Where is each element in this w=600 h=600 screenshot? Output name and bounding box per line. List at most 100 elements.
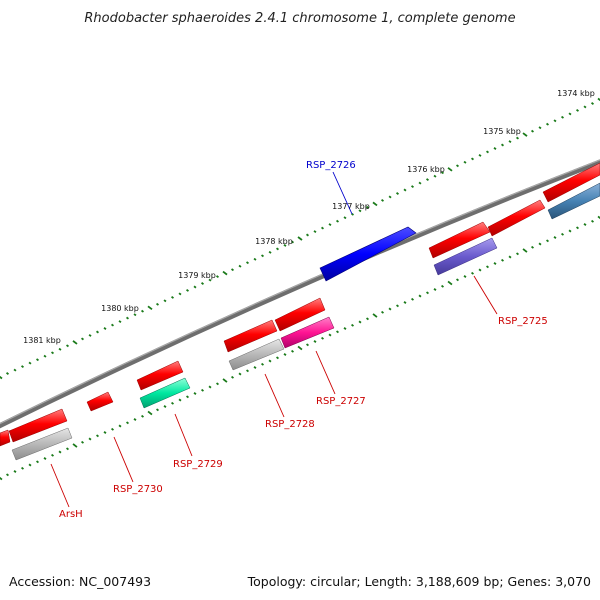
ruler-minor-tick [178, 292, 182, 296]
ruler-minor-tick [133, 418, 137, 421]
ruler-major-tick [372, 201, 378, 207]
ruler-minor-tick [561, 115, 564, 119]
ruler-minor-tick [411, 297, 414, 301]
ruler-minor-tick [96, 434, 99, 438]
gene-forward-strand[interactable] [428, 221, 491, 259]
ruler-minor-tick [531, 129, 534, 133]
gene-track-steelblue[interactable] [547, 182, 600, 220]
ruler-minor-tick [583, 105, 587, 109]
gene-forward-strand[interactable] [0, 429, 11, 447]
gene-forward-strand[interactable] [8, 408, 68, 443]
ruler-minor-tick [231, 375, 234, 379]
ruler-minor-tick [381, 198, 384, 202]
gene-rsp-2726[interactable] [319, 226, 417, 282]
ruler-minor-tick [561, 232, 564, 236]
ruler-minor-tick [171, 295, 174, 299]
ruler-major-tick [447, 280, 453, 286]
gene-forward-strand[interactable] [542, 162, 600, 203]
ruler-minor-tick [538, 242, 542, 246]
ruler-minor-tick [253, 366, 257, 369]
ruler-minor-tick [388, 195, 392, 199]
ruler-minor-tick [21, 365, 24, 369]
gene-forward-strand[interactable] [487, 199, 546, 237]
ruler-minor-tick [546, 122, 549, 126]
ruler-minor-tick [58, 347, 62, 351]
ruler-minor-tick [463, 160, 467, 164]
gene-rsp-2728[interactable] [228, 338, 285, 371]
ruler-minor-tick [568, 112, 572, 116]
ruler-major-tick [0, 475, 3, 481]
gene-arsh[interactable] [11, 427, 73, 461]
ruler-minor-tick [126, 316, 129, 320]
topology-summary-text: Topology: circular; Length: 3,188,609 bp… [247, 574, 591, 589]
ruler-minor-tick [103, 327, 107, 330]
ruler-minor-tick [478, 153, 482, 157]
ruler-minor-tick [411, 185, 414, 189]
ruler-minor-tick [28, 361, 32, 365]
ruler-minor-tick [283, 353, 287, 356]
gene-rsp-2729[interactable] [139, 377, 191, 409]
ruler-minor-tick [201, 282, 204, 285]
ruler-minor-tick [313, 340, 317, 343]
ruler-major-tick [222, 378, 228, 383]
ruler-minor-tick [531, 245, 534, 249]
ruler-minor-tick [291, 349, 294, 353]
ruler-minor-tick [426, 178, 429, 182]
ruler-minor-tick [501, 143, 504, 147]
ruler-major-tick [147, 305, 153, 311]
kbp-tick-label: 1376 kbp [407, 165, 445, 174]
ruler-minor-tick [403, 188, 407, 192]
gene-label-rsp-2727[interactable]: RSP_2727 [316, 396, 366, 407]
ruler-minor-tick [156, 302, 159, 306]
gene-rsp-2727[interactable] [280, 316, 335, 349]
gene-label-rsp-2725[interactable]: RSP_2725 [498, 316, 548, 327]
gene-forward-strand[interactable] [223, 319, 278, 353]
accession-text: Accession: NC_007493 [9, 574, 151, 589]
ruler-minor-tick [51, 351, 54, 355]
ruler-minor-tick [553, 119, 557, 123]
ruler-minor-tick [441, 171, 444, 175]
gene-forward-strand[interactable] [136, 360, 184, 391]
ruler-minor-tick [231, 268, 234, 272]
ruler-minor-tick [28, 463, 32, 467]
ruler-minor-tick [163, 299, 167, 303]
gene-forward-strand[interactable] [274, 297, 326, 332]
kbp-tick-label: 1378 kbp [255, 237, 293, 246]
ruler-minor-tick [36, 460, 39, 464]
gene-label-rsp-2730[interactable]: RSP_2730 [113, 484, 163, 495]
ruler-major-tick [297, 236, 303, 241]
ruler-minor-tick [171, 401, 174, 405]
gene-label-rsp-2726[interactable]: RSP_2726 [306, 160, 356, 171]
ruler-minor-tick [433, 174, 437, 178]
ruler-minor-tick [238, 372, 242, 376]
gene-label-arsh[interactable]: ArsH [59, 509, 83, 520]
ruler-minor-tick [418, 181, 422, 185]
ruler-major-tick [447, 167, 453, 172]
ruler-minor-tick [193, 392, 197, 395]
ruler-minor-tick [576, 226, 579, 230]
ruler-minor-tick [141, 414, 144, 418]
ruler-minor-tick [381, 310, 384, 314]
gene-rsp-2725[interactable] [433, 237, 498, 276]
ruler-major-tick [147, 410, 153, 416]
ruler-minor-tick [328, 333, 332, 337]
gene-label-rsp-2728[interactable]: RSP_2728 [265, 419, 315, 430]
ruler-major-tick [0, 374, 3, 380]
ruler-minor-tick [343, 327, 347, 330]
ruler-minor-tick [433, 288, 437, 291]
ruler-minor-tick [336, 219, 339, 223]
ruler-minor-tick [216, 275, 219, 279]
ruler-minor-tick [546, 239, 549, 243]
ruler-minor-tick [6, 372, 9, 375]
ruler-minor-tick [88, 334, 92, 337]
gene-forward-strand[interactable] [86, 391, 114, 412]
ruler-minor-tick [246, 369, 249, 373]
ruler-minor-tick [456, 164, 459, 168]
ruler-minor-tick [133, 313, 137, 317]
ruler-minor-tick [321, 226, 324, 230]
ruler-minor-tick [208, 385, 212, 389]
kbp-tick-label: 1381 kbp [23, 336, 61, 345]
gene-label-rsp-2729[interactable]: RSP_2729 [173, 459, 223, 470]
